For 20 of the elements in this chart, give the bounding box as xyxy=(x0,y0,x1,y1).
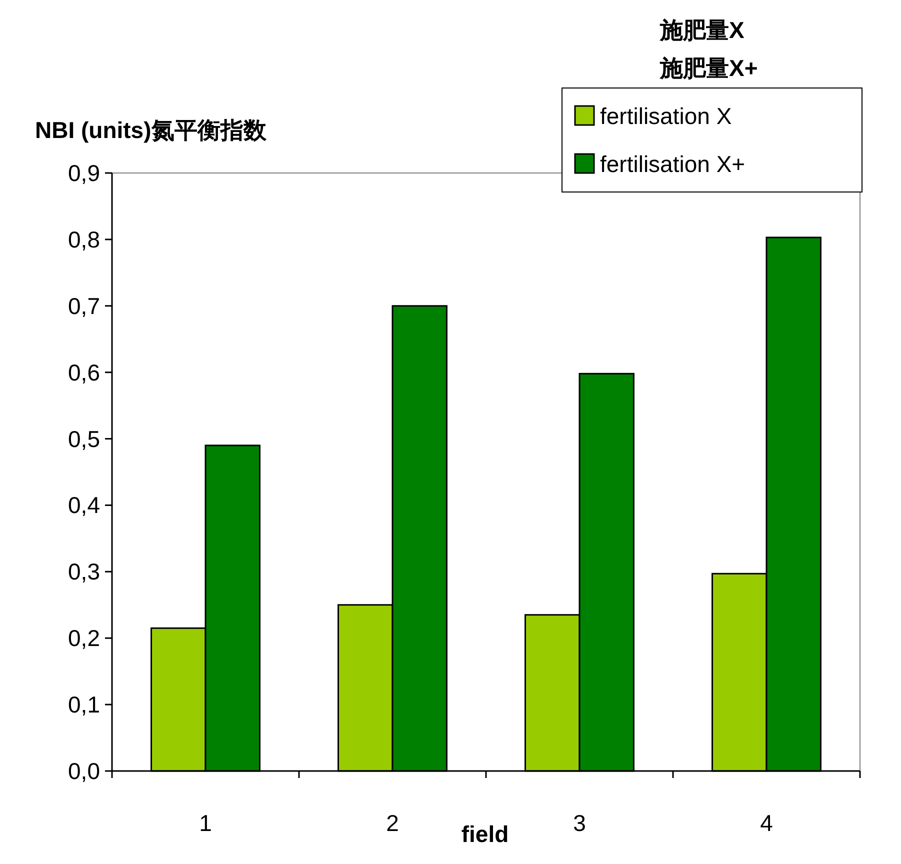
y-tick-label: 0,9 xyxy=(68,160,100,186)
y-tick-label: 0,5 xyxy=(68,426,100,452)
y-tick-label: 0,1 xyxy=(68,692,100,718)
y-tick-label: 0,7 xyxy=(68,292,100,319)
y-tick-label: 0,0 xyxy=(68,758,100,784)
x-tick-label: 1 xyxy=(199,810,212,836)
legend-label: fertilisation X xyxy=(600,103,732,129)
y-tick-label: 0,2 xyxy=(68,625,100,652)
text: 施肥量X xyxy=(659,17,745,43)
y-tick-label: 0,3 xyxy=(68,558,100,585)
x-tick-label: 4 xyxy=(760,810,774,836)
y-axis-title: NBI (units)氮平衡指数 xyxy=(35,117,268,143)
y-tick-label: 0,4 xyxy=(68,492,100,518)
text: 施肥量X+ xyxy=(659,55,758,81)
y-tick-label: 0,8 xyxy=(68,226,100,252)
legend-label: fertilisation X+ xyxy=(600,151,746,177)
x-tick-label: 2 xyxy=(386,810,399,836)
y-tick-label: 0,6 xyxy=(68,359,100,386)
x-tick-label: 3 xyxy=(573,810,586,836)
x-axis-title: field xyxy=(461,821,509,847)
